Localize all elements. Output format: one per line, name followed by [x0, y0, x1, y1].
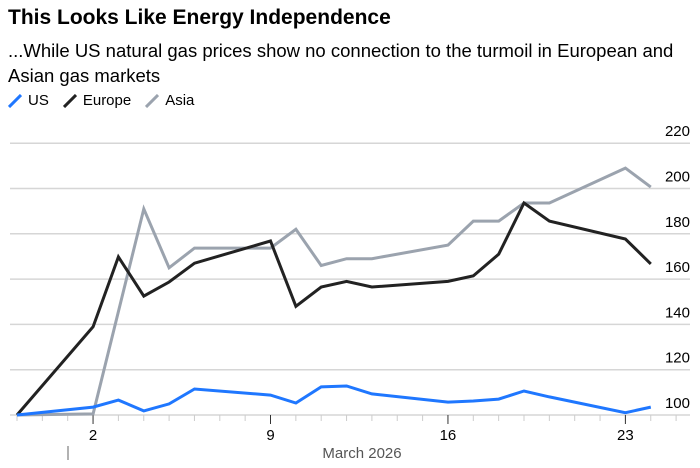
y-tick-label: 160	[665, 259, 690, 276]
y-tick-label: 200	[665, 169, 690, 186]
y-tick-label: 140	[665, 304, 690, 321]
legend: US Europe Asia	[8, 92, 194, 109]
x-tick-label: 2	[89, 427, 97, 444]
y-tick-label: 120	[665, 350, 690, 367]
series-line-asia	[16, 166, 652, 417]
chart-title: This Looks Like Energy Independence	[8, 6, 391, 29]
x-tick-label: 9	[266, 427, 274, 444]
legend-label: Asia	[165, 92, 195, 109]
chart-subtitle: ...While US natural gas prices show no c…	[8, 40, 674, 86]
series-line-us	[16, 384, 652, 417]
legend-swatch	[145, 93, 160, 108]
legend-item-europe: Europe	[62, 92, 132, 109]
legend-item-us: US	[8, 92, 49, 109]
legend-item-asia: Asia	[145, 92, 194, 109]
series-line-europe	[15, 200, 652, 416]
y-tick-label: 180	[665, 214, 690, 231]
legend-swatch	[8, 93, 22, 108]
y-tick-label: 220	[665, 123, 690, 140]
legend-label: US	[28, 92, 49, 109]
x-tick-label: 16	[440, 427, 457, 444]
y-tick-label: 100	[665, 395, 690, 412]
legend-label: Europe	[82, 92, 132, 109]
x-tick-label: 23	[617, 427, 634, 444]
x-axis-label: March 2026	[322, 445, 401, 462]
legend-swatch	[62, 93, 77, 108]
